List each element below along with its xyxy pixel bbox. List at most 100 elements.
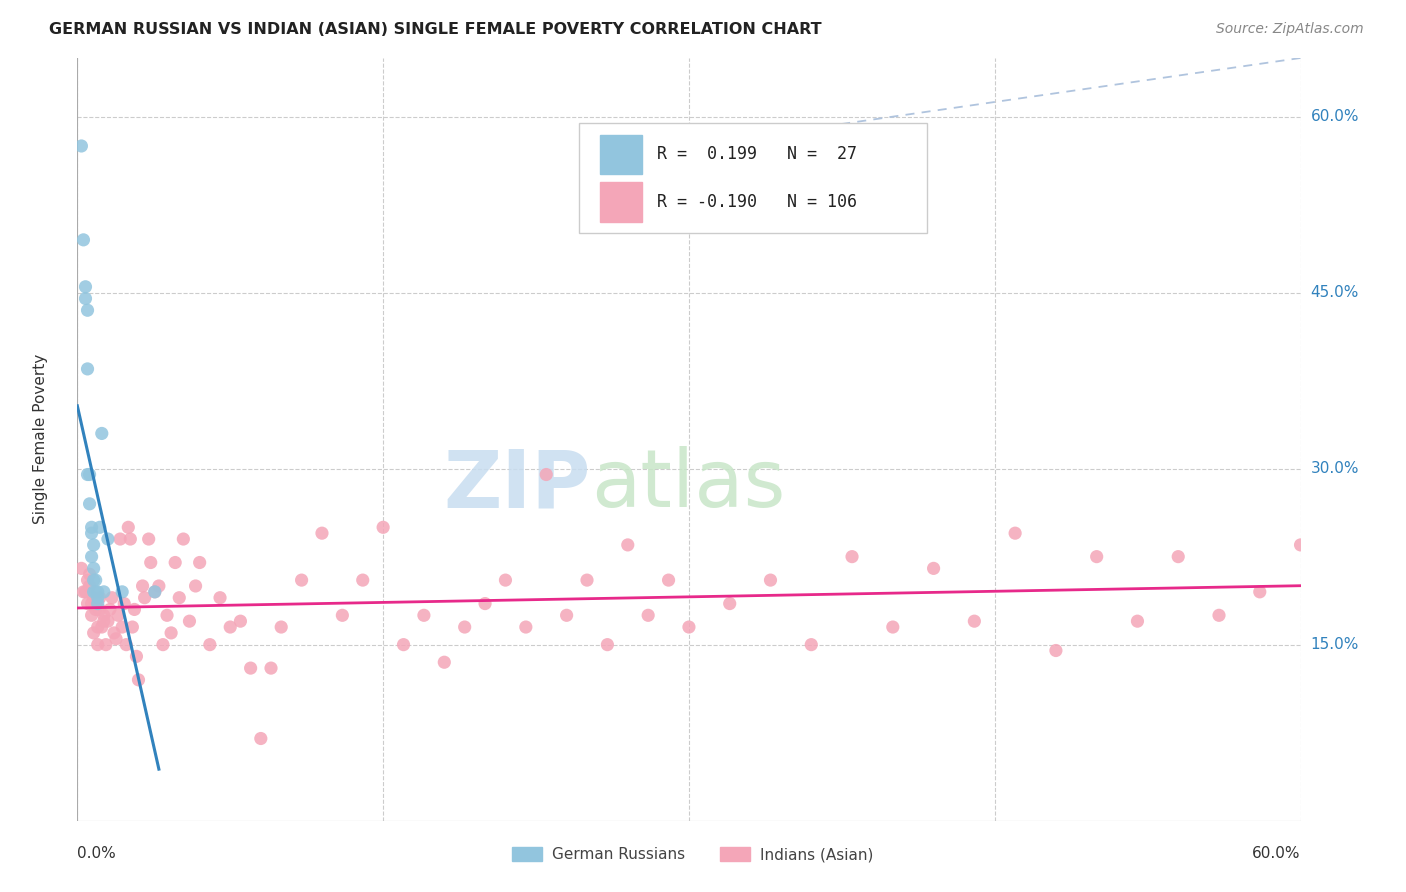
Point [290,573,312,587]
Point [105,632,128,646]
Point [87,585,110,599]
Point [70,139,93,153]
Point [143,585,166,599]
Bar [512,847,543,861]
Point [89,591,111,605]
Point [841,549,863,564]
Text: 30.0%: 30.0% [1310,461,1360,476]
Point [87,620,110,634]
Point [208,591,231,605]
Point [87,597,110,611]
Point [800,638,823,652]
Point [79,497,101,511]
Text: R =  0.199   N =  27: R = 0.199 N = 27 [657,145,858,163]
Point [89,602,111,616]
Point [127,673,149,687]
Point [160,626,183,640]
Point [97,532,120,546]
Text: ZIP: ZIP [444,446,591,524]
Point [229,614,252,628]
Point [124,602,146,616]
Point [120,532,142,546]
Point [121,620,143,634]
Point [179,614,201,628]
Point [139,556,162,570]
Point [93,585,115,599]
Point [1289,538,1312,552]
Bar [599,135,643,174]
Point [332,608,354,623]
Point [1004,526,1026,541]
Point [80,526,103,541]
Point [76,573,98,587]
Point [1085,549,1108,564]
Point [80,597,103,611]
Point [103,626,125,640]
Point [93,608,115,623]
Point [198,638,221,652]
Point [84,597,107,611]
Point [495,573,517,587]
Point [433,655,456,669]
Point [76,362,98,376]
Point [596,638,619,652]
Point [1208,608,1230,623]
Point [250,731,273,746]
Point [1167,549,1189,564]
Point [83,538,105,552]
Point [75,279,97,293]
Point [143,585,166,599]
Point [1249,585,1271,599]
Point [148,579,170,593]
Point [239,661,262,675]
Point [76,303,98,318]
Point [117,520,139,534]
Point [658,573,681,587]
Point [101,591,124,605]
Point [79,567,101,582]
Point [80,549,103,564]
Text: GERMAN RUSSIAN VS INDIAN (ASIAN) SINGLE FEMALE POVERTY CORRELATION CHART: GERMAN RUSSIAN VS INDIAN (ASIAN) SINGLE … [49,22,823,37]
Point [72,233,94,247]
Text: 0.0%: 0.0% [77,847,117,862]
Point [1045,643,1067,657]
Point [371,520,394,534]
Point [93,614,115,628]
Text: 60.0%: 60.0% [1310,109,1360,124]
Point [169,591,191,605]
Point [70,561,93,575]
Point [75,292,97,306]
Point [184,579,207,593]
Point [90,426,112,441]
Point [138,532,160,546]
Bar [720,847,751,861]
Point [125,649,148,664]
Point [759,573,782,587]
Point [392,638,415,652]
Point [963,614,986,628]
Point [83,561,105,575]
Point [260,661,283,675]
FancyBboxPatch shape [579,123,928,234]
Point [84,573,107,587]
Point [576,573,599,587]
Point [413,608,436,623]
Point [637,608,659,623]
Point [165,556,187,570]
Point [111,620,134,634]
Point [80,520,103,534]
Point [83,573,105,587]
Text: 60.0%: 60.0% [1253,847,1301,862]
Point [352,573,374,587]
Point [75,585,97,599]
Point [156,608,179,623]
Point [678,620,700,634]
Point [474,597,496,611]
Point [131,579,153,593]
Point [90,620,112,634]
Point [97,614,120,628]
Text: 15.0%: 15.0% [1310,637,1360,652]
Text: Single Female Poverty: Single Female Poverty [34,354,48,524]
Point [115,638,138,652]
Point [270,620,292,634]
